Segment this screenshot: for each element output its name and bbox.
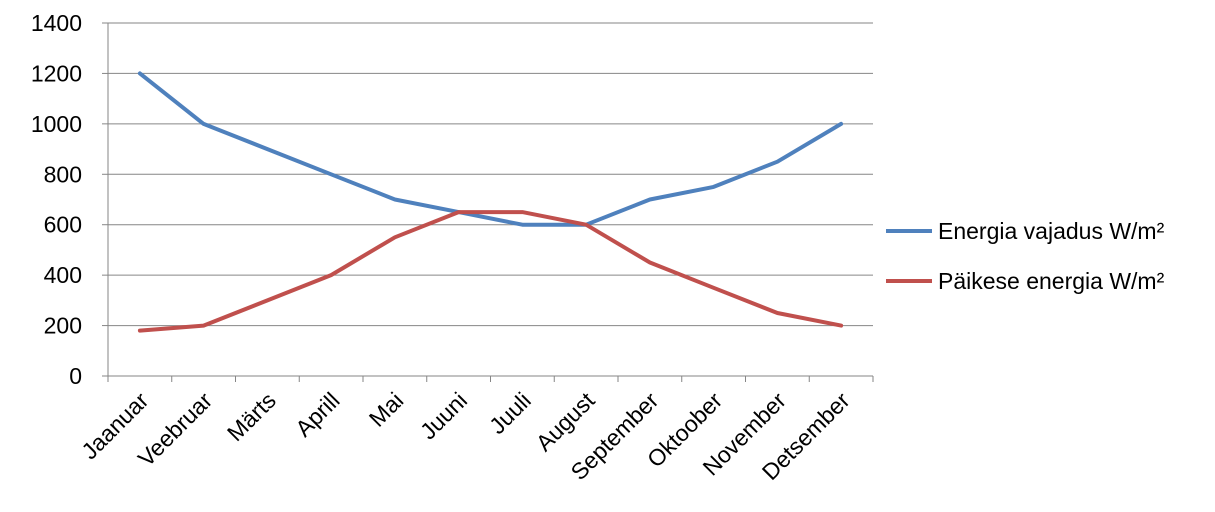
y-tick-label: 1200 [31, 60, 82, 86]
y-tick-labels: 0 200 400 600 800 1000 1200 1400 [31, 10, 82, 389]
y-tick-label: 400 [44, 262, 82, 288]
x-tick-label: Aprill [290, 387, 345, 442]
legend-label: Energia vajadus W/m² [938, 218, 1165, 244]
y-tick-label: 600 [44, 212, 82, 238]
y-tick-label: 1000 [31, 111, 82, 137]
gridlines [108, 22, 873, 327]
legend: Energia vajadus W/m² Päikese energia W/m² [886, 218, 1165, 294]
y-tick-label: 1400 [31, 10, 82, 36]
y-tick-label: 0 [69, 363, 82, 389]
series-line-2 [137, 210, 844, 333]
x-tick-label: Märts [222, 387, 281, 446]
series-lines [137, 71, 844, 333]
axes [102, 22, 874, 382]
x-tick-label: Juuli [484, 387, 536, 439]
x-tick-label: Juuni [415, 387, 472, 444]
y-tick-label: 200 [44, 313, 82, 339]
x-tick-label: Mai [364, 387, 409, 432]
series-line-1 [137, 71, 844, 227]
legend-label: Päikese energia W/m² [938, 268, 1165, 294]
y-tick-label: 800 [44, 161, 82, 187]
